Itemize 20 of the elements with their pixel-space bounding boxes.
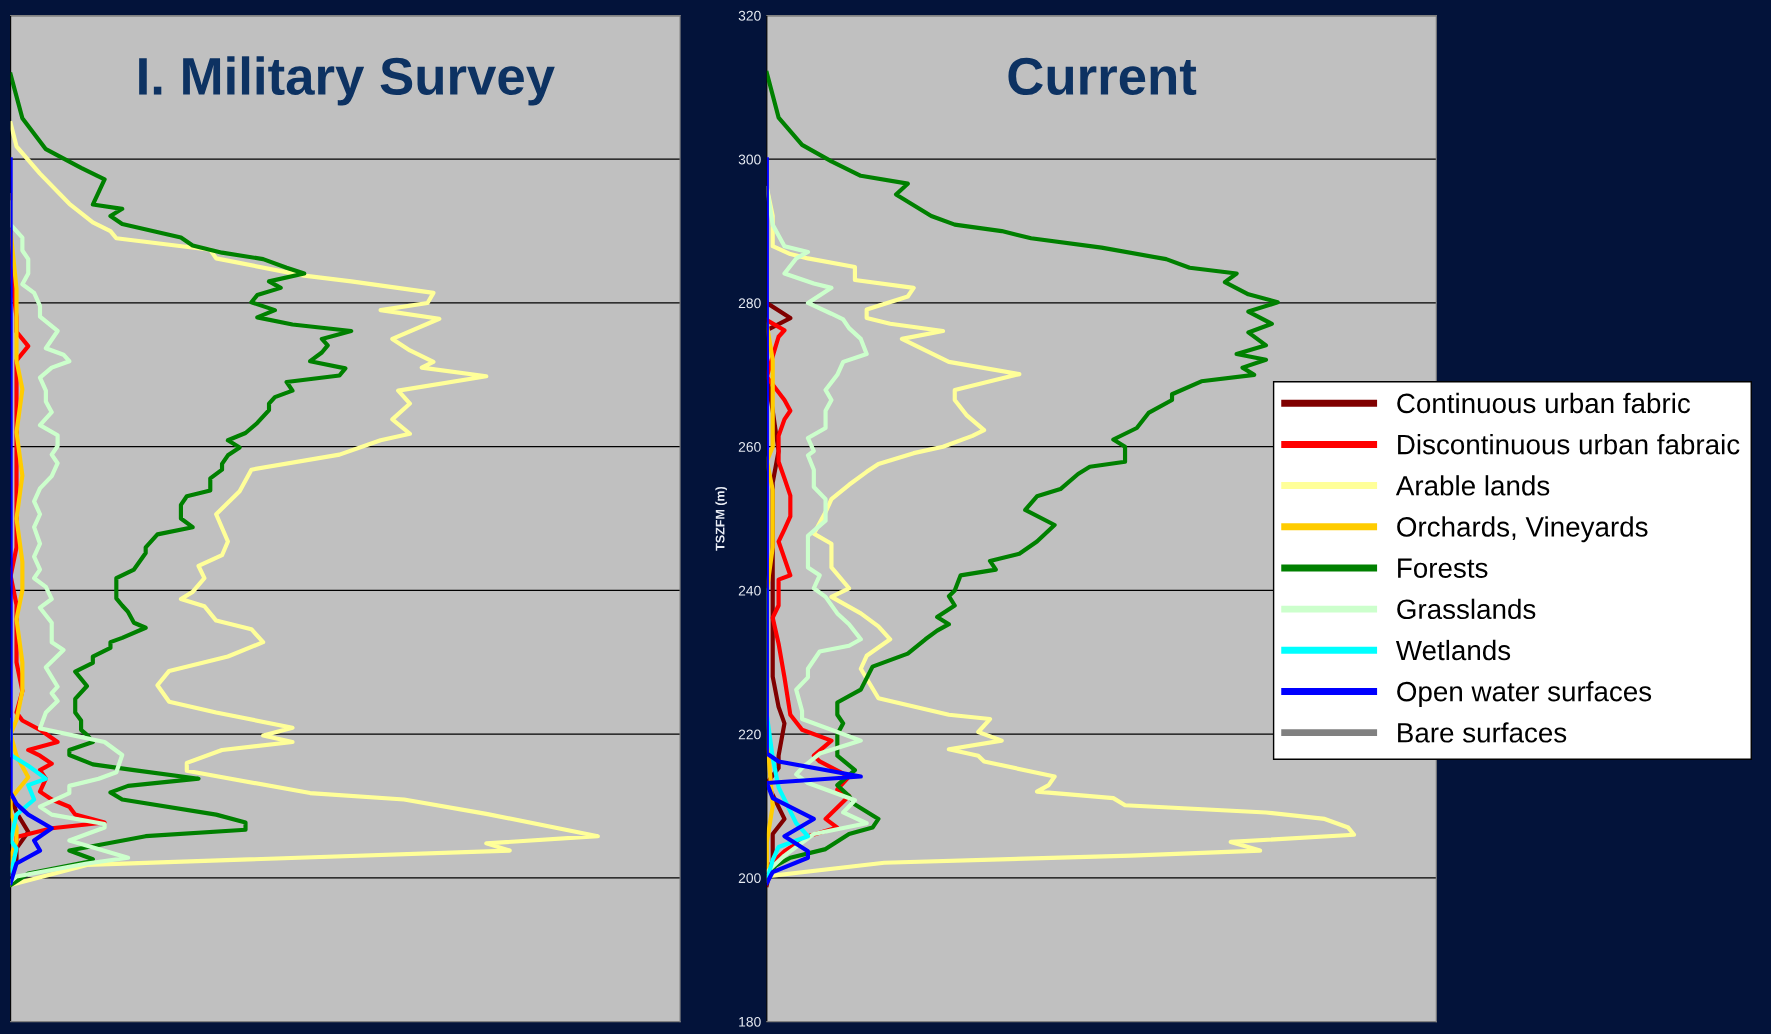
y-tick-label: 240 xyxy=(738,585,761,596)
legend-label: Arable lands xyxy=(1395,475,1550,496)
legend-label: Continuous urban fabric xyxy=(1397,392,1691,414)
y-tick-label: 280 xyxy=(738,298,761,309)
legend-label: Discontinuous urban fabraic xyxy=(1398,434,1740,455)
y-tick-label: 220 xyxy=(738,729,761,740)
y-tick-label: 180 xyxy=(739,1016,761,1027)
y-tick-label: 200 xyxy=(738,873,761,884)
y-tick-label: 300 xyxy=(738,154,761,165)
y-axis-title: TSZFM (m) xyxy=(715,486,728,551)
text: I. Military Survey xyxy=(139,56,555,106)
y-tick-label: 260 xyxy=(738,442,761,452)
text: Current xyxy=(1008,57,1197,96)
legend-label: Orchards, Vineyards xyxy=(1397,516,1648,543)
legend-label: Open water surfaces xyxy=(1397,681,1652,707)
legend-label: Wetlands xyxy=(1395,639,1511,661)
legend-label: Bare surfaces xyxy=(1398,722,1567,743)
y-tick-label: 320 xyxy=(738,10,761,21)
legend-label: Grasslands xyxy=(1397,598,1536,620)
legend-label: Forests xyxy=(1398,558,1488,578)
